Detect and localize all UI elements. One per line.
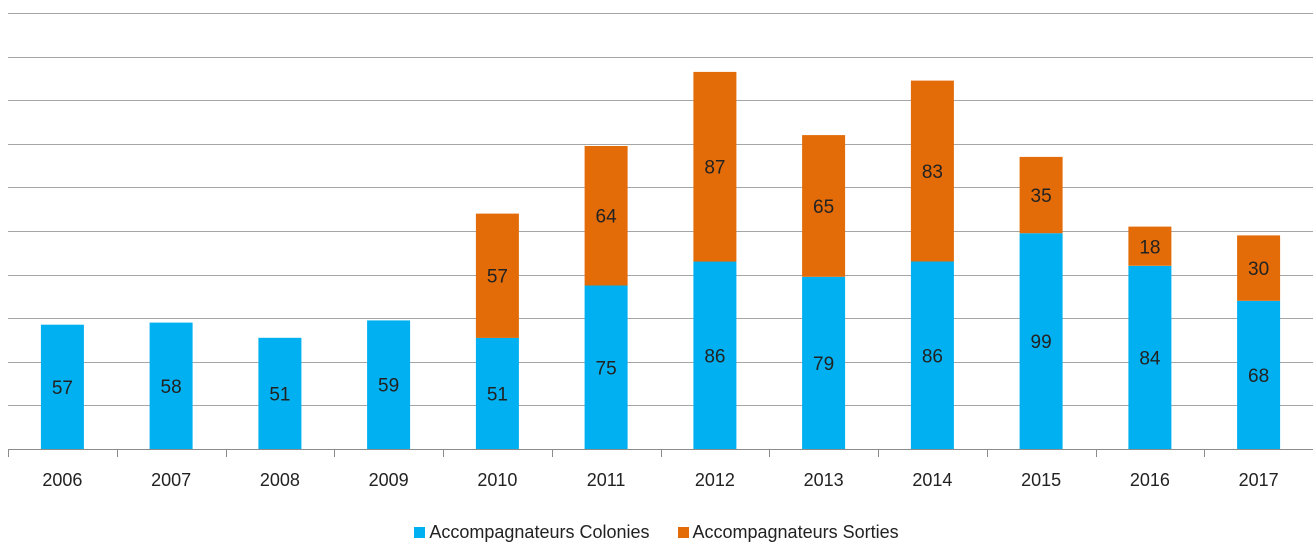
legend-swatch-sorties	[677, 526, 689, 538]
x-axis: 2006 2007 2008 2009 2010 2011 2012 2013 2014 2015…	[8, 449, 1313, 490]
data-label-colonies-2015: 99	[1031, 332, 1052, 353]
legend-label-sorties: Accompagnateurs Sorties	[692, 521, 899, 542]
x-tick-label-2006: 2006	[42, 470, 82, 490]
bar-colonies-2006	[40, 324, 84, 449]
bar-sorties-2017	[1237, 235, 1281, 301]
data-labels: 57 58 51 59 51 57 75 64 86 87 79 65 86 83 99 35 84 18 68 30	[52, 158, 1269, 406]
data-label-colonies-2011: 75	[596, 358, 617, 379]
bar-sorties-2012	[693, 71, 737, 262]
data-label-sorties-2016: 18	[1139, 237, 1160, 258]
bar-colonies-2007	[149, 322, 193, 449]
bar-colonies-2014	[910, 261, 954, 449]
data-label-colonies-2014: 86	[922, 346, 943, 367]
x-tick-label-2010: 2010	[477, 470, 517, 490]
bar-colonies-2017	[1237, 300, 1281, 449]
bar-colonies-2013	[802, 276, 846, 449]
bars	[40, 71, 1281, 449]
data-label-sorties-2010: 57	[487, 267, 508, 288]
data-label-colonies-2012: 86	[704, 346, 725, 367]
bar-sorties-2010	[475, 213, 519, 338]
x-tick-label-2013: 2013	[804, 470, 844, 490]
data-label-colonies-2016: 84	[1139, 348, 1161, 369]
x-tick-label-2008: 2008	[260, 470, 300, 490]
gridlines	[8, 13, 1313, 406]
legend-item-sorties: Accompagnateurs Sorties	[677, 521, 899, 543]
data-label-sorties-2017: 30	[1248, 259, 1269, 280]
data-label-sorties-2011: 64	[596, 207, 618, 228]
x-tick-label-2014: 2014	[912, 470, 952, 490]
bar-sorties-2011	[584, 146, 628, 286]
bar-colonies-2011	[584, 285, 628, 449]
legend-item-colonies: Accompagnateurs Colonies	[414, 521, 650, 543]
x-tick-label-2007: 2007	[151, 470, 191, 490]
data-label-sorties-2015: 35	[1031, 186, 1052, 207]
bar-colonies-2008	[258, 337, 302, 449]
legend-label-colonies: Accompagnateurs Colonies	[429, 521, 650, 542]
x-tick-label-2012: 2012	[695, 470, 735, 490]
x-tick-label-2011: 2011	[587, 470, 626, 490]
bar-sorties-2013	[802, 135, 846, 277]
chart-canvas: 57 58 51 59 51 57 75 64 86 87 79 65 86 83 99 35 84 18 68 30…	[8, 13, 1313, 490]
bar-sorties-2016	[1128, 226, 1172, 266]
data-label-colonies-2006: 57	[52, 378, 73, 399]
bar-colonies-2012	[693, 261, 737, 449]
bar-colonies-2015	[1019, 233, 1063, 449]
legend-swatch-colonies	[414, 526, 426, 538]
data-label-colonies-2013: 79	[813, 354, 834, 375]
data-label-sorties-2012: 87	[704, 158, 725, 179]
bar-sorties-2014	[910, 80, 954, 262]
data-label-colonies-2009: 59	[378, 376, 399, 397]
legend: Accompagnateurs Colonies Accompagnateurs…	[0, 520, 1313, 544]
bar-colonies-2016	[1128, 265, 1172, 449]
x-tick-label-2009: 2009	[369, 470, 409, 490]
x-tick-label-2015: 2015	[1021, 470, 1061, 490]
data-label-colonies-2017: 68	[1248, 366, 1269, 387]
x-tick-label-2016: 2016	[1130, 470, 1170, 490]
data-label-sorties-2013: 65	[813, 197, 834, 218]
bar-sorties-2015	[1019, 156, 1063, 234]
bar-colonies-2009	[367, 320, 411, 449]
x-tick-label-2017: 2017	[1239, 470, 1279, 490]
data-label-sorties-2014: 83	[922, 162, 943, 183]
bar-colonies-2010	[475, 337, 519, 449]
data-label-colonies-2008: 51	[269, 384, 290, 405]
data-label-colonies-2010: 51	[487, 384, 508, 405]
data-label-colonies-2007: 58	[161, 377, 182, 398]
